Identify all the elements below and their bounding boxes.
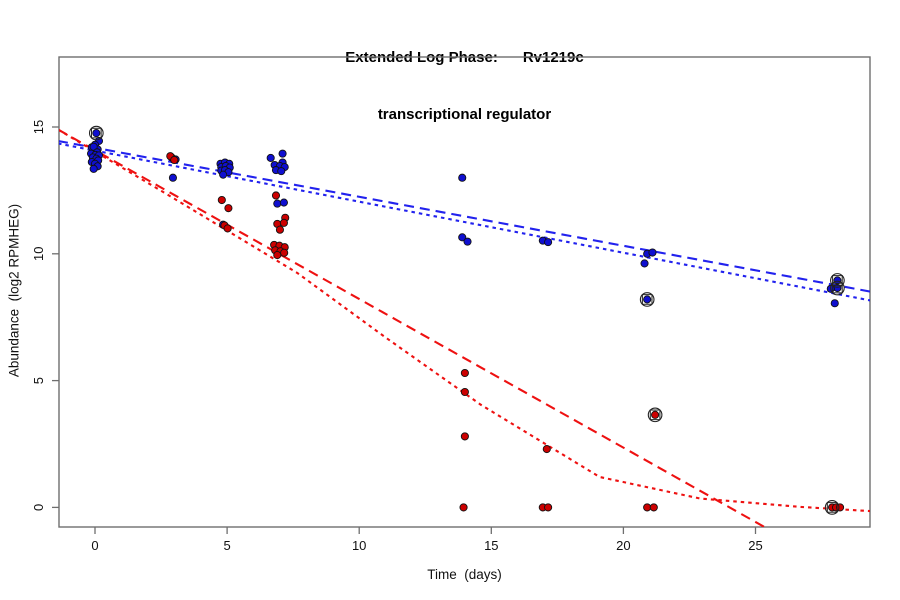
red-dotted-fit	[59, 128, 870, 513]
data-point-red	[279, 218, 288, 227]
chart-title-line2: transcriptional regulator	[377, 106, 552, 123]
data-point-blue	[219, 170, 228, 179]
data-point-red	[280, 248, 289, 257]
data-point-blue	[277, 167, 286, 176]
data-point-blue	[458, 173, 467, 182]
x-tick-label: 5	[223, 538, 230, 553]
data-point-red	[224, 204, 233, 213]
x-tick-label: 25	[748, 538, 762, 553]
data-point-blue	[92, 129, 101, 138]
data-point-red	[460, 387, 469, 397]
data-point-blue	[640, 259, 649, 268]
flagged-point-square	[91, 127, 102, 139]
data-point-blue	[643, 295, 652, 304]
data-point-blue	[279, 198, 288, 207]
data-point-blue	[544, 238, 553, 247]
y-tick-label: 15	[31, 120, 46, 134]
data-point-red	[544, 503, 553, 512]
data-point-red	[223, 224, 232, 233]
data-point-red	[649, 503, 658, 512]
plot-frame	[58, 56, 871, 528]
y-tick-label: 10	[31, 247, 46, 261]
flagged-point-square	[832, 282, 843, 294]
x-tick-label: 20	[616, 538, 630, 553]
flagged-point-square	[832, 275, 843, 286]
x-tick-label: 15	[484, 538, 498, 553]
data-point-red	[460, 368, 469, 378]
data-point-red	[643, 503, 652, 512]
data-point-red	[651, 410, 660, 419]
x-tick-label: 0	[91, 538, 98, 553]
flagged-point-square	[826, 502, 838, 513]
data-point-blue	[830, 299, 839, 308]
data-point-blue	[648, 248, 657, 257]
flagged-point-ring	[830, 280, 845, 296]
blue-dotted-fit	[59, 142, 870, 302]
data-point-red	[273, 251, 282, 260]
data-point-blue	[458, 233, 467, 242]
data-point-red	[170, 155, 179, 165]
data-point-red	[459, 503, 468, 512]
flagged-point-ring	[830, 273, 845, 288]
data-point-red	[460, 432, 469, 441]
flagged-point-ring	[639, 292, 655, 307]
data-point-blue	[278, 149, 287, 158]
y-tick-label: 5	[31, 377, 46, 384]
x-tick-label: 10	[352, 538, 366, 553]
x-axis-label: Time (days)	[427, 567, 502, 582]
data-point-blue	[89, 164, 98, 173]
blue-dashed-fit	[59, 140, 870, 293]
data-point-red	[835, 503, 845, 512]
data-point-blue	[273, 199, 282, 208]
data-point-red	[271, 191, 281, 200]
data-point-blue	[463, 237, 472, 246]
data-point-red	[217, 195, 226, 205]
flagged-point-square	[649, 409, 661, 421]
flagged-point-square	[641, 294, 653, 305]
flagged-point-ring	[824, 500, 840, 515]
flagged-point-ring	[647, 407, 663, 423]
data-point-blue	[266, 153, 275, 162]
data-point-red	[542, 445, 551, 454]
data-point-blue	[168, 173, 177, 182]
data-point-red	[275, 225, 284, 234]
red-dashed-fit	[59, 128, 766, 527]
flagged-point-ring	[88, 125, 104, 141]
y-tick-label: 0	[31, 504, 46, 511]
fit-lines-group	[59, 128, 870, 527]
